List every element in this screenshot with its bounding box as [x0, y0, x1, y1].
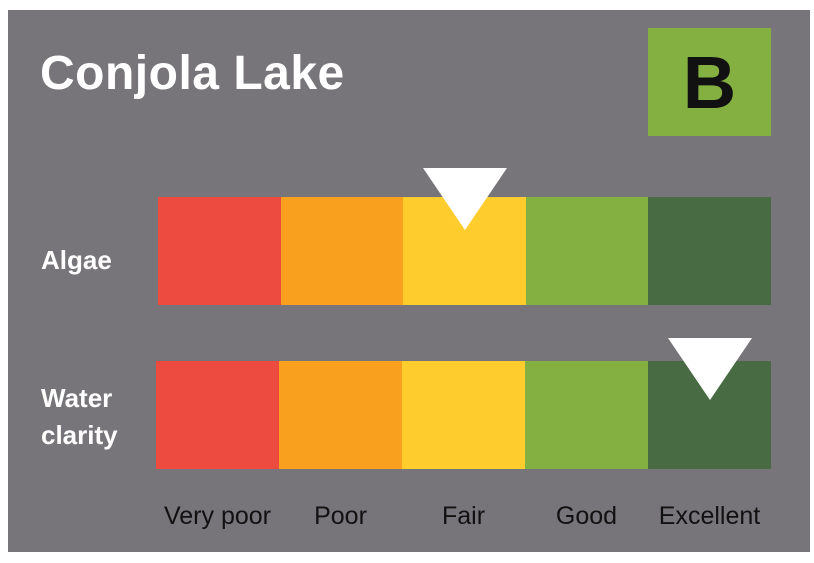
- report-card: Conjola Lake B Algae Water clarity Very …: [8, 10, 810, 552]
- scale-segment-good: [525, 361, 648, 469]
- algae-rating-bar: [158, 197, 771, 305]
- scale-segment-fair: [402, 361, 525, 469]
- algae-rating-marker: [422, 168, 507, 230]
- water-clarity-label: Water clarity: [41, 383, 118, 450]
- scale-segment-excellent: [648, 197, 771, 305]
- lake-title: Conjola Lake: [40, 47, 345, 100]
- scale-label-excellent: Excellent: [658, 502, 761, 530]
- scale-segment-poor: [280, 197, 404, 305]
- scale-segment-poor: [279, 361, 402, 469]
- scale-segment-very-poor: [156, 361, 279, 469]
- scale-label-good: Good: [555, 502, 618, 530]
- grade-badge: B: [648, 28, 771, 136]
- scale-label-very-poor: Very poor: [163, 502, 271, 530]
- scale-segment-very-poor: [158, 197, 281, 305]
- algae-label: Algae: [41, 245, 112, 275]
- scale-segment-good: [525, 197, 649, 305]
- water-clarity-rating-marker: [667, 338, 752, 400]
- scale-label-poor: Poor: [314, 502, 367, 530]
- water-clarity-rating-bar: [156, 361, 771, 469]
- scale-label-fair: Fair: [441, 502, 486, 530]
- rating-scale-labels: Very poor Poor Fair Good Excellent: [156, 502, 771, 542]
